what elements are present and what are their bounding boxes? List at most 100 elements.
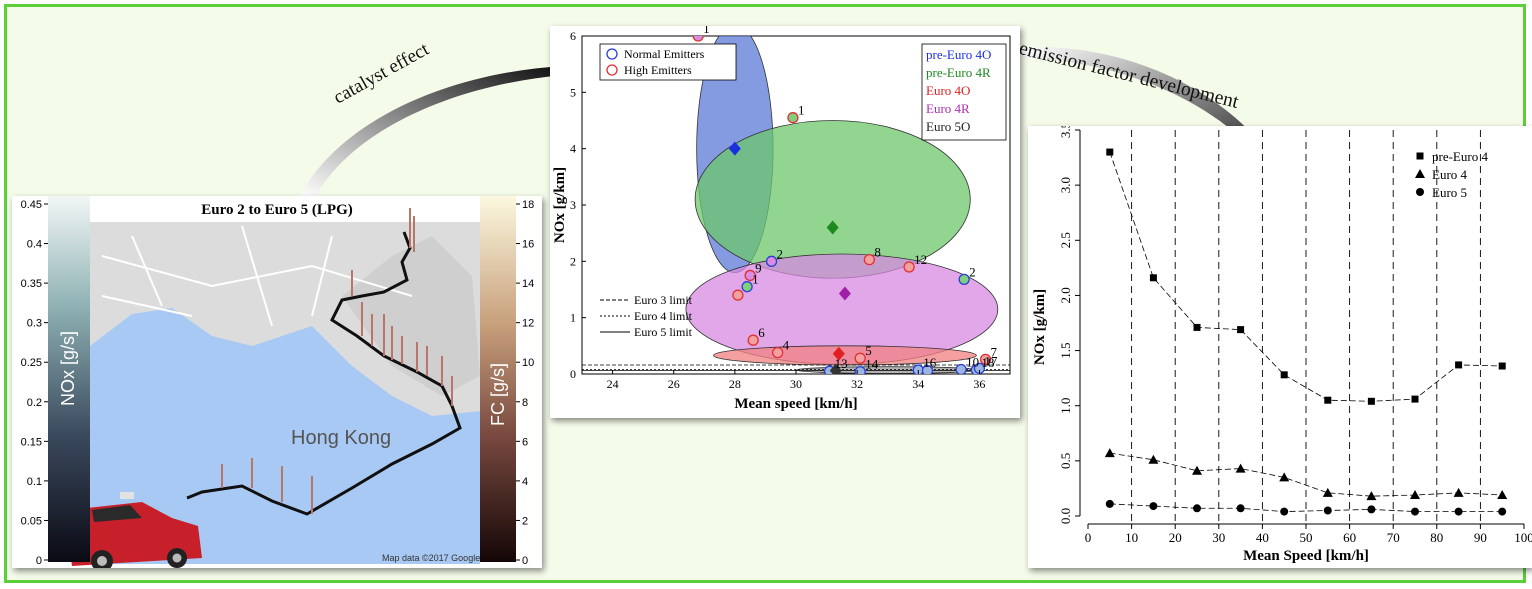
y-tick-label: 2: [570, 254, 576, 268]
triangle-marker: [1453, 487, 1464, 497]
nox-tick-label: 0.05: [21, 515, 42, 527]
fc-tick-label: 14: [522, 278, 534, 290]
fc-tick-label: 2: [522, 515, 528, 527]
y-tick-label: 0: [570, 367, 576, 381]
x-tick-label: 32: [851, 377, 863, 391]
data-point: [741, 281, 753, 293]
map-peninsula: [212, 416, 342, 516]
legend-label: pre-Euro 4O: [926, 47, 991, 62]
nox-tick-label: 0: [36, 555, 42, 567]
map-credit: Map data ©2017 Google: [382, 553, 480, 563]
fc-tick-label: 12: [522, 318, 534, 330]
legend-label: pre-Euro 4: [1432, 149, 1488, 164]
x-tick-label: 10: [1125, 530, 1138, 545]
fc-colorbar-label: FC [g/s]: [488, 363, 508, 426]
point-label: 16: [923, 355, 937, 370]
map-title: Euro 2 to Euro 5 (LPG): [201, 202, 353, 218]
triangle-marker: [1279, 472, 1290, 482]
x-tick-label: 36: [973, 377, 985, 391]
circle-marker: [1498, 507, 1507, 516]
fc-tick-label: 8: [522, 397, 528, 409]
nox-tick-label: 0.45: [21, 199, 42, 211]
group-mean-marker: [838, 286, 851, 301]
nox-tick-label: 0.4: [27, 239, 42, 251]
point-label: 12: [914, 252, 927, 267]
circle-marker: [1416, 188, 1424, 196]
circle-marker: [1454, 507, 1463, 516]
data-point: [732, 289, 744, 301]
legend-label: Euro 4O: [926, 83, 970, 98]
square-marker: [1280, 371, 1288, 379]
x-tick-label: 0: [1085, 530, 1092, 545]
legend-label: High Emitters: [624, 63, 692, 77]
square-marker: [1324, 396, 1332, 404]
x-tick-label: 34: [912, 377, 924, 391]
y-axis-label: NOx [g/km]: [552, 167, 568, 243]
point-label: 9: [755, 260, 762, 275]
triangle-marker: [1322, 487, 1333, 497]
y-tick-label: 1: [570, 311, 576, 325]
circle-marker: [1149, 502, 1158, 511]
y-tick-label: 5: [570, 85, 576, 99]
legend-marker: [606, 48, 618, 60]
square-marker: [1416, 152, 1424, 160]
nox-tick-label: 0.3: [27, 318, 42, 330]
legend-label: Euro 5: [1432, 185, 1467, 200]
x-axis-label: Mean Speed [km/h]: [1243, 548, 1369, 564]
data-point: [903, 261, 915, 273]
marker-legend: Normal Emitters High Emitters: [599, 43, 737, 81]
point-label: 17: [984, 353, 998, 368]
emission-factor-panel: 0 10 20 30 40 50 60 70 80 90 100 0.0 0.5 1.0 1.5 2.0 2.5…: [1028, 122, 1532, 568]
map-roads: [101, 225, 413, 327]
square-marker: [1411, 395, 1419, 403]
nox-tick-label: 0.15: [21, 436, 42, 448]
y-tick-label: 2.5: [1058, 232, 1073, 248]
point-label: 14: [865, 357, 879, 372]
x-tick-label: 24: [607, 377, 619, 391]
data-point: [958, 273, 970, 286]
data-point: [854, 366, 866, 374]
point-label: 2: [777, 246, 784, 261]
square-marker: [1498, 362, 1506, 370]
triangle-marker: [1497, 490, 1508, 500]
fc-tick-label: 4: [522, 476, 528, 488]
y-axis-label: NOx [g/km]: [1032, 289, 1048, 365]
nox-tick-label: 0.1: [27, 476, 42, 488]
y-tick-label: 0.0: [1058, 508, 1073, 524]
fc-tick-label: 6: [522, 436, 528, 448]
left-curved-arrow: [300, 60, 580, 196]
x-axis-label: Mean speed [km/h]: [734, 396, 857, 412]
legend-marker: [606, 64, 618, 76]
data-point: [854, 352, 866, 364]
y-tick-label: 3.5: [1058, 126, 1073, 138]
route-spikes: [221, 208, 453, 514]
group-legend: pre-Euro 4O pre-Euro 4R Euro 4O Euro 4R Euro…: [921, 43, 1007, 141]
triangle-marker: [1235, 463, 1246, 473]
x-tick-label: 30: [790, 377, 802, 391]
triangle-marker: [1410, 490, 1420, 500]
x-tick-label: 70: [1387, 530, 1400, 545]
y-tick-label: 1.0: [1058, 398, 1073, 414]
legend-label: Euro 4R: [926, 101, 970, 116]
square-marker: [1367, 397, 1375, 405]
legend-label: Euro 3 limit: [634, 293, 693, 307]
x-tick-label: 80: [1430, 530, 1443, 545]
circle-marker: [1193, 504, 1201, 513]
fc-colorbar-ticks: 18 16 14 12 10 8 6 4 2 0: [516, 199, 534, 567]
circle-marker: [1236, 504, 1245, 513]
data-point: [787, 112, 799, 124]
square-marker: [1106, 148, 1114, 156]
circle-marker: [1280, 507, 1289, 516]
plot-content: [582, 36, 1010, 374]
square-marker: [1149, 274, 1157, 282]
point-label: 1: [798, 103, 805, 118]
circle-marker: [1411, 507, 1419, 516]
taxi-icon: [67, 492, 202, 572]
nox-tick-label: 0.2: [27, 397, 42, 409]
data-point: [863, 253, 876, 266]
y-tick-label: 3.0: [1058, 177, 1073, 193]
legend-box: [921, 43, 1007, 141]
place-label: Hong Kong: [291, 427, 391, 449]
data-point: [765, 255, 778, 267]
